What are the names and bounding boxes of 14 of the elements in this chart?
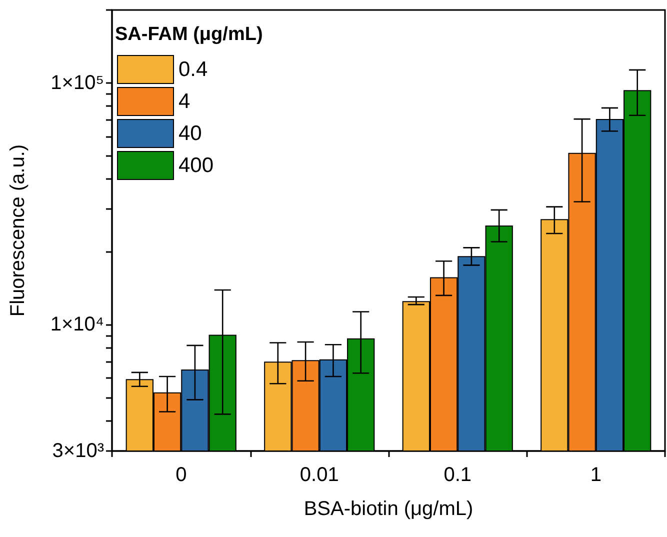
legend-label: 400 bbox=[178, 154, 214, 177]
legend-label: 40 bbox=[178, 122, 202, 145]
x-tick-label: 0 bbox=[176, 464, 187, 486]
x-tick-label: 0.1 bbox=[444, 464, 472, 486]
legend-label: 4 bbox=[178, 90, 190, 113]
y-tick-label: 1×10⁴ bbox=[50, 314, 104, 336]
x-tick-label: 0.01 bbox=[300, 464, 339, 486]
y-tick-label: 3×10³ bbox=[52, 440, 104, 462]
x-tick-label: 1 bbox=[590, 464, 602, 486]
x-axis-title: BSA-biotin (μg/mL) bbox=[304, 498, 474, 520]
legend-label: 0.4 bbox=[178, 58, 208, 81]
y-tick-label: 1×10⁵ bbox=[50, 72, 104, 94]
legend-title: SA-FAM (μg/mL) bbox=[115, 24, 263, 45]
y-axis-title: Fluorescence (a.u.) bbox=[7, 144, 29, 317]
